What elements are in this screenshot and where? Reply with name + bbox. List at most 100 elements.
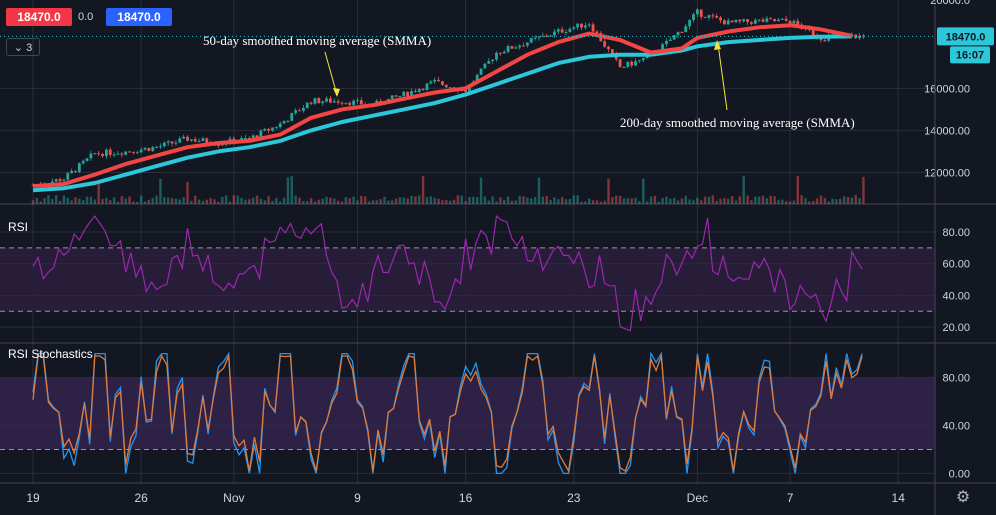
volume-bar	[742, 175, 745, 204]
volume-bar	[491, 196, 494, 204]
volume-bar	[839, 198, 842, 204]
candle-body	[862, 35, 865, 37]
candle-body	[394, 95, 398, 97]
candle-body	[309, 102, 313, 104]
price-tick-label: 14000.00	[924, 125, 970, 137]
sell-price-badge[interactable]: 18470.0	[6, 8, 72, 26]
candle-body	[406, 91, 410, 97]
volume-bar	[626, 198, 630, 204]
candle-body	[263, 128, 267, 131]
candle-body	[514, 47, 518, 49]
volume-bar	[275, 198, 278, 204]
volume-bar	[85, 196, 89, 204]
volume-bar	[248, 199, 251, 204]
candle-body	[112, 154, 116, 156]
volume-bar	[228, 201, 232, 204]
candle-body	[549, 35, 552, 37]
candle-body	[329, 98, 332, 103]
candle-body	[684, 26, 688, 33]
candle-body	[610, 49, 614, 54]
rsi-tick-label: 60.00	[942, 259, 970, 271]
time-axis-tick-label: 26	[134, 491, 148, 505]
volume-bar	[688, 199, 691, 204]
volume-bar	[217, 201, 220, 204]
candle-body	[483, 63, 487, 69]
volume-bar	[244, 199, 247, 204]
volume-bar	[553, 197, 556, 204]
candle-body	[556, 29, 560, 32]
candle-body	[128, 151, 131, 153]
volume-bar	[526, 197, 529, 204]
volume-bar	[750, 200, 753, 204]
candle-body	[537, 36, 541, 38]
volume-bar	[93, 199, 96, 204]
candle-body	[66, 173, 70, 180]
volume-bar	[711, 195, 714, 204]
rsi-tick-label: 40.00	[942, 290, 970, 302]
volume-bar	[804, 198, 807, 204]
volume-bar	[39, 201, 42, 204]
volume-bar	[719, 198, 722, 204]
gear-icon[interactable]: ⚙	[955, 489, 971, 506]
candle-body	[576, 23, 580, 28]
candle-body	[506, 46, 510, 52]
buy-price-badge[interactable]: 18470.0	[106, 8, 172, 26]
candle-body	[444, 84, 448, 88]
volume-bar	[530, 198, 533, 204]
candle-body	[823, 40, 827, 42]
candle-body	[719, 17, 722, 21]
volume-bar	[784, 201, 788, 204]
candle-body	[58, 179, 62, 182]
volume-bar	[812, 201, 815, 204]
volume-bar	[375, 200, 378, 204]
candle-body	[475, 74, 479, 82]
volume-bar	[97, 180, 100, 204]
volume-bar	[128, 196, 131, 204]
candle-body	[139, 149, 143, 153]
candle-body	[510, 46, 514, 49]
volume-bar	[858, 197, 861, 204]
candle-body	[858, 35, 861, 39]
candle-body	[526, 42, 529, 46]
volume-bar	[178, 199, 181, 204]
volume-bar	[66, 197, 69, 204]
volume-bar	[618, 195, 622, 204]
volume-bar	[676, 200, 680, 204]
candle-body	[626, 61, 630, 67]
candle-body	[124, 151, 128, 155]
volume-bar	[599, 201, 602, 204]
candle-body	[298, 110, 301, 112]
volume-bar	[437, 198, 440, 204]
volume-bar	[112, 197, 116, 204]
volume-bar	[630, 198, 633, 204]
volume-bar	[360, 195, 363, 204]
volume-bar	[638, 201, 641, 204]
volume-bar	[124, 198, 127, 204]
volume-bar	[151, 198, 154, 204]
volume-bar	[398, 197, 402, 204]
candle-body	[769, 18, 773, 20]
volume-bar	[348, 198, 351, 204]
volume-bar	[827, 201, 830, 204]
candle-body	[638, 60, 641, 62]
volume-bar	[615, 195, 618, 204]
volume-bar	[669, 198, 672, 204]
volume-bar	[603, 200, 606, 204]
candle-body	[777, 19, 780, 22]
candle-body	[750, 22, 753, 24]
candle-body	[564, 31, 568, 33]
volume-bar	[116, 201, 120, 204]
collapse-indicators-button[interactable]: ⌄ 3	[6, 38, 40, 56]
time-axis-tick-label: 19	[26, 491, 40, 505]
volume-bar	[159, 178, 162, 204]
volume-bar	[201, 200, 205, 204]
volume-bar	[402, 197, 405, 204]
volume-bar	[367, 201, 371, 204]
volume-bar	[642, 178, 645, 204]
volume-bar	[769, 195, 772, 204]
candle-body	[135, 152, 139, 154]
volume-bar	[788, 201, 792, 204]
volume-bar	[580, 201, 583, 204]
candle-body	[271, 127, 274, 131]
candle-body	[707, 15, 711, 18]
